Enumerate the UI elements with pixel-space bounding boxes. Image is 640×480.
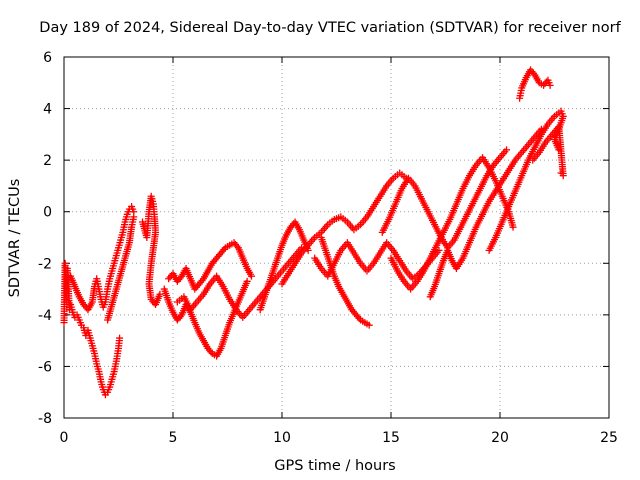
- data-point: [557, 169, 565, 177]
- x-tick-label: 20: [491, 430, 509, 446]
- data-point: [365, 321, 373, 329]
- y-tick-label: 0: [43, 205, 52, 221]
- data-point: [503, 146, 511, 154]
- chart-title: Day 189 of 2024, Sidereal Day-to-day VTE…: [39, 20, 621, 36]
- y-tick-label: -2: [38, 256, 52, 272]
- y-axis-label: SDTVAR / TECUs: [7, 179, 23, 298]
- y-tick-label: 6: [43, 50, 52, 66]
- data-point: [130, 213, 138, 221]
- data-points: [60, 66, 567, 399]
- axis-ticks: 0 5 10 15 20 25 -8 -6 -4 -2 0 2 4 6: [38, 50, 618, 446]
- data-point: [247, 272, 255, 280]
- x-tick-label: 0: [60, 430, 69, 446]
- plot-frame: [63, 56, 610, 419]
- x-tick-label: 10: [273, 430, 291, 446]
- y-tick-label: 4: [43, 102, 52, 118]
- data-point: [546, 81, 554, 89]
- data-point: [243, 277, 251, 285]
- y-tick-label: -8: [38, 411, 52, 427]
- x-tick-label: 15: [382, 430, 400, 446]
- data-point: [435, 246, 443, 254]
- y-tick-label: -4: [38, 308, 52, 324]
- x-tick-label: 25: [600, 430, 618, 446]
- y-tick-label: -6: [38, 359, 52, 375]
- y-tick-label: 2: [43, 153, 52, 169]
- x-axis-label: GPS time / hours: [274, 458, 395, 474]
- data-point: [509, 223, 517, 231]
- data-point: [116, 334, 124, 342]
- data-point: [156, 290, 164, 298]
- x-tick-label: 5: [169, 430, 178, 446]
